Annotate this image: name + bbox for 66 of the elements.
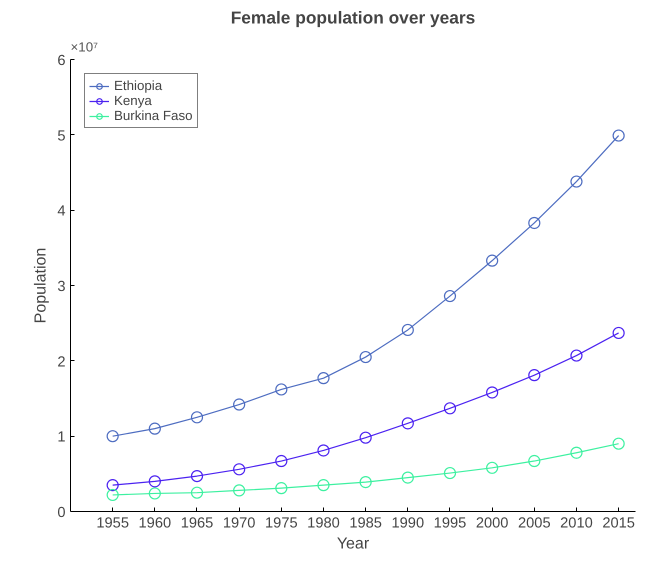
point: [190, 470, 204, 482]
point: [528, 454, 540, 468]
x-tick-label: 1960: [138, 516, 172, 532]
x-tick-label: 1995: [434, 516, 466, 532]
legend-label: Kenya: [114, 93, 152, 108]
y-tick-label: 2: [57, 354, 66, 370]
point: [317, 372, 330, 384]
point: [190, 486, 204, 499]
y-axis-title: Population: [32, 248, 50, 324]
point: [444, 402, 456, 414]
point: [612, 130, 625, 142]
point: [233, 484, 246, 496]
text: ×10⁷: [70, 40, 98, 54]
y-tick-label: 1: [57, 430, 66, 446]
x-tick-label: 1970: [222, 516, 256, 532]
x-tick-label: 1975: [265, 516, 298, 532]
y-tick-label: 3: [57, 279, 66, 295]
point: [233, 463, 246, 476]
point: [360, 350, 372, 364]
point: [570, 446, 583, 459]
x-tick-label: 1990: [392, 516, 424, 532]
point: [106, 430, 119, 442]
y-tick-label: 4: [57, 204, 66, 220]
point: [528, 369, 540, 382]
point: [275, 454, 288, 468]
point: [612, 326, 625, 340]
point: [233, 398, 246, 411]
x-tick-label: 2000: [476, 516, 508, 532]
point: [190, 411, 204, 424]
point: [317, 479, 330, 492]
point: [275, 383, 288, 396]
x-axis-title: Year: [336, 536, 370, 552]
point: [570, 175, 583, 188]
point: [148, 422, 161, 435]
x-tick-label: 2010: [560, 516, 593, 532]
point: [106, 479, 119, 492]
point: [528, 216, 540, 230]
y-tick-label: 5: [57, 128, 66, 144]
point: [317, 444, 330, 457]
point: [275, 482, 288, 494]
x-tick-label: 1985: [349, 516, 382, 532]
chart-title: Female population over years: [230, 8, 476, 28]
y-tick-label: 6: [57, 53, 66, 69]
legend-label: Ethiopia: [114, 78, 162, 93]
point: [570, 349, 583, 362]
point: [148, 487, 161, 500]
x-tick-label: 1980: [307, 516, 340, 532]
point: [402, 472, 414, 484]
point: [444, 290, 456, 302]
point: [402, 324, 414, 336]
point: [360, 476, 372, 488]
x-tick-label: 2015: [602, 516, 635, 532]
point: [360, 432, 372, 444]
point: [444, 466, 456, 480]
point: [148, 475, 161, 488]
legend-label: Burkina Faso: [114, 108, 193, 123]
point: [612, 438, 625, 450]
x-tick-label: 1955: [96, 516, 129, 532]
point: [402, 417, 414, 430]
x-tick-label: 2005: [518, 516, 551, 532]
point: [106, 488, 119, 502]
x-tick-label: 1965: [180, 516, 214, 532]
point: [486, 386, 498, 399]
point: [486, 254, 498, 267]
y-tick-label: 0: [57, 505, 66, 521]
point: [486, 462, 498, 474]
